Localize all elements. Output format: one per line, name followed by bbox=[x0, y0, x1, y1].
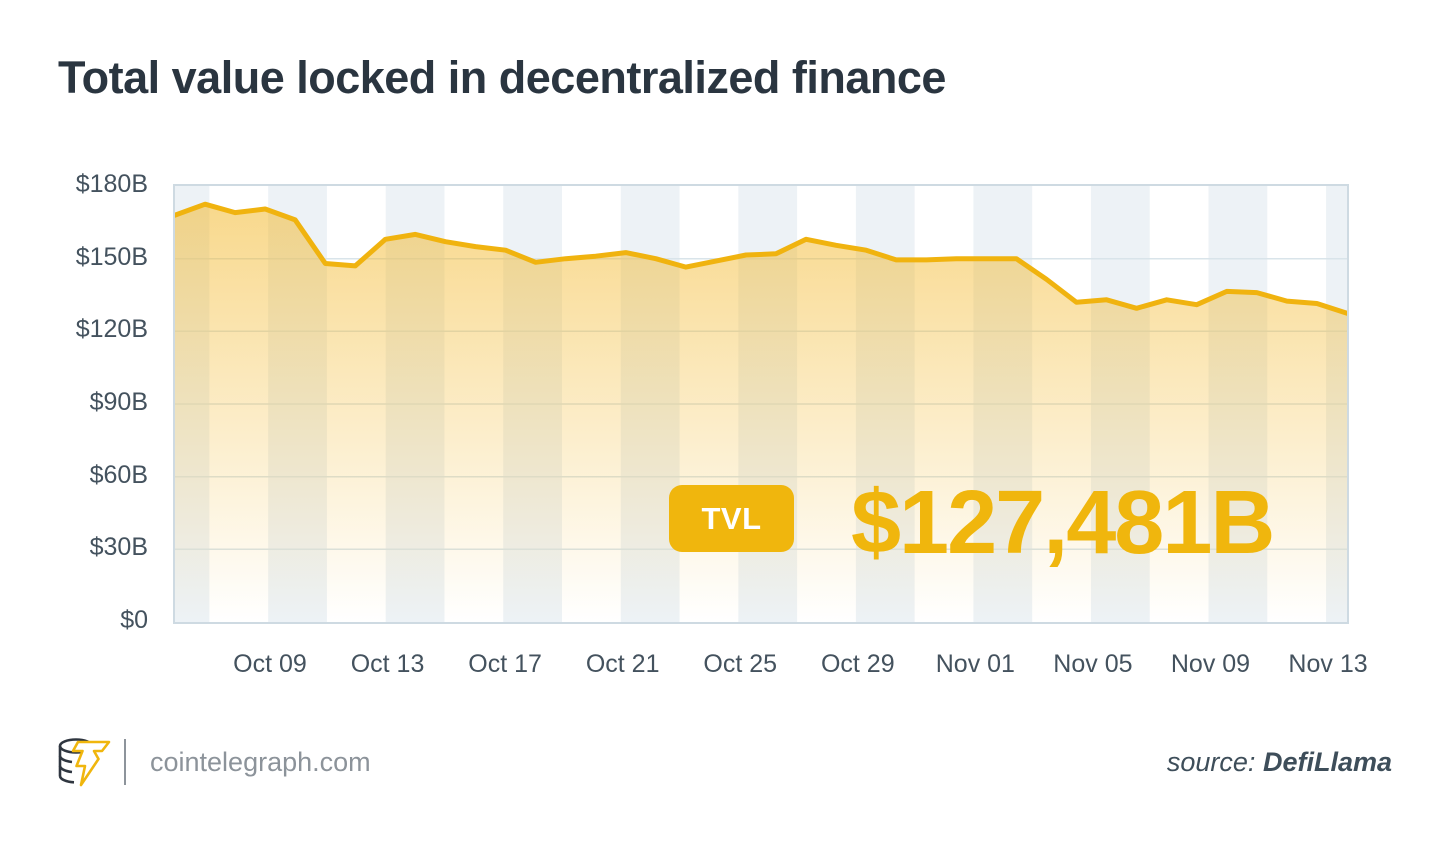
source-name: DefiLlama bbox=[1262, 747, 1392, 777]
x-axis-tick-label: Oct 25 bbox=[703, 650, 778, 678]
tvl-badge-label: TVL bbox=[701, 500, 762, 536]
cointelegraph-logo-icon bbox=[58, 738, 111, 787]
lightning-bolt-icon bbox=[71, 740, 111, 787]
tvl-area-fill bbox=[175, 204, 1347, 622]
x-axis-tick-label: Oct 17 bbox=[468, 650, 542, 678]
y-axis-tick-label: $120B bbox=[75, 315, 148, 344]
x-axis-tick-label: Nov 09 bbox=[1170, 650, 1251, 678]
x-axis-tick-label: Nov 05 bbox=[1053, 650, 1133, 678]
y-axis-tick-label: $180B bbox=[75, 170, 148, 198]
source-attribution: source: DefiLlama bbox=[1167, 747, 1392, 778]
tvl-line-series bbox=[175, 201, 1347, 316]
x-axis-tick-label: Oct 29 bbox=[820, 650, 895, 678]
chart-title: Total value locked in decentralized fina… bbox=[58, 52, 946, 103]
x-axis-tick-label: Oct 09 bbox=[233, 650, 307, 678]
y-axis-tick-label: $90B bbox=[89, 388, 148, 416]
tvl-value: $127,481B bbox=[851, 473, 1275, 573]
footer-site-url: cointelegraph.com bbox=[150, 747, 371, 777]
x-axis-tick-label: Nov 13 bbox=[1288, 650, 1368, 678]
tvl-badge: TVL bbox=[669, 485, 794, 552]
plot-area: TVL $127,481B bbox=[173, 184, 1349, 624]
x-axis-tick-label: Oct 13 bbox=[350, 650, 425, 678]
y-axis-tick-label: $30B bbox=[89, 533, 148, 562]
y-axis-tick-label: $0 bbox=[120, 606, 148, 634]
y-axis-tick-label: $60B bbox=[89, 460, 148, 489]
source-label: source: bbox=[1166, 747, 1256, 777]
chart-svg bbox=[175, 201, 1347, 622]
y-axis-tick-label: $150B bbox=[75, 242, 148, 271]
x-axis-tick-label: Nov 01 bbox=[935, 650, 1015, 678]
footer-divider bbox=[124, 739, 126, 785]
x-axis-tick-label: Oct 21 bbox=[585, 650, 660, 678]
